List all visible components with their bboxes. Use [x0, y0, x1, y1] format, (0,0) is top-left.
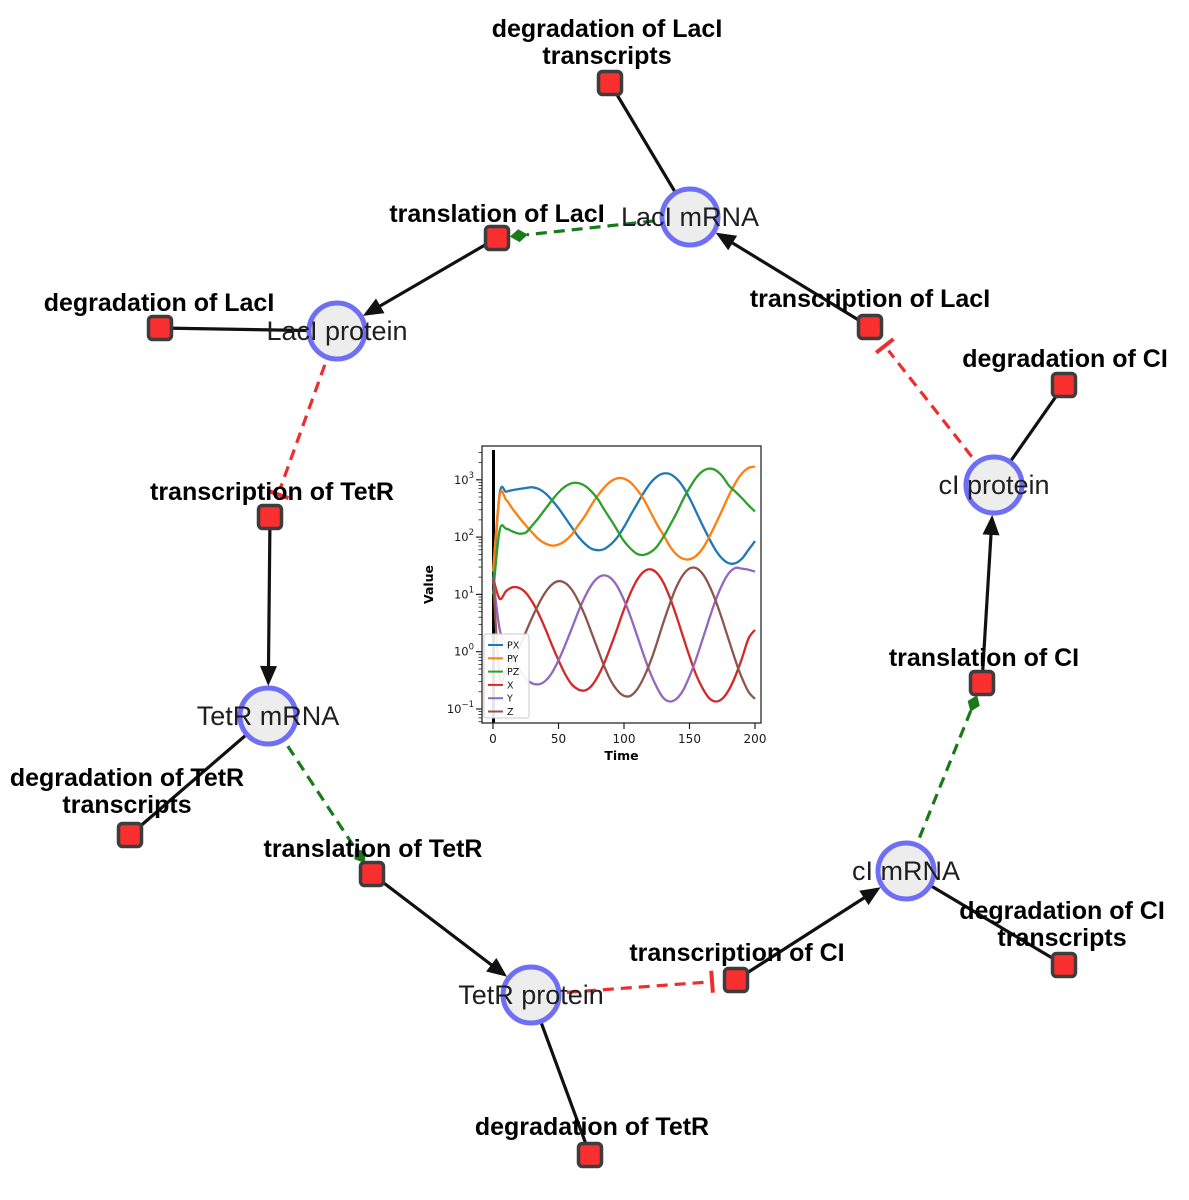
modifier-diamond-icon — [354, 848, 366, 864]
arrowhead-icon — [715, 232, 738, 251]
reaction-label-deg-laci-transcripts: degradation of LacI transcripts — [492, 15, 723, 70]
species-node-ci-mrna[interactable] — [875, 840, 937, 902]
species-node-ci-protein[interactable] — [963, 454, 1025, 516]
reaction-node-deg-laci-transcripts[interactable] — [596, 69, 624, 97]
reaction-node-transcription-laci[interactable] — [856, 313, 884, 341]
modifier-diamond-icon — [509, 229, 528, 243]
legend-label-PX: PX — [507, 641, 520, 652]
reaction-label-deg-ci: degradation of CI — [962, 345, 1168, 373]
species-label-laci-protein: LacI protein — [266, 316, 407, 346]
species-label-ci-mrna: cI mRNA — [852, 856, 960, 886]
species-label-ci-protein: cI protein — [938, 470, 1049, 500]
labels-layer: degradation of LacI transcripts translatio… — [10, 15, 1168, 1141]
x-tick-label: 150 — [678, 732, 701, 746]
arrowhead-icon — [260, 665, 277, 686]
x-tick-label: 200 — [744, 732, 767, 746]
edge-inhibition-tetr-protein-to-transcription-ci[interactable] — [530, 980, 707, 997]
arrowhead-icon — [362, 298, 385, 316]
x-tick-label: 50 — [551, 732, 566, 746]
reaction-node-translation-ci[interactable] — [968, 669, 996, 697]
edge-arrow-transcription-laci-to-laci-mrna[interactable] — [726, 238, 871, 329]
y-tick-label: 102 — [454, 528, 474, 544]
reaction-label-deg-tetr-transcripts: degradation of TetR transcripts — [10, 764, 244, 819]
series-line-Z — [491, 566, 756, 700]
legend-label-PY: PY — [507, 654, 519, 665]
edge-arrow-translation-laci-to-laci-protein[interactable] — [374, 236, 498, 311]
reaction-node-deg-ci-transcripts[interactable] — [1050, 951, 1078, 979]
reaction-label-transcription-ci: transcription of CI — [629, 939, 844, 967]
species-label-laci-mrna: LacI mRNA — [621, 202, 759, 232]
y-tick-label: 10−1 — [447, 700, 474, 716]
species-node-tetr-mrna[interactable] — [237, 685, 299, 747]
chart-series-layer — [491, 465, 756, 703]
x-tick-label: 100 — [613, 732, 636, 746]
legend-label-Y: Y — [506, 694, 513, 705]
x-axis-title: Time — [604, 748, 638, 763]
reaction-node-deg-laci[interactable] — [146, 314, 174, 342]
modifier-diamond-icon — [967, 695, 980, 712]
reaction-node-transcription-tetr[interactable] — [256, 503, 284, 531]
series-line-Y — [491, 566, 756, 703]
y-tick-label: 101 — [454, 585, 474, 601]
inset-chart: 10−1 100 101 102 103 0 50 100 150 200 Time Value PX P… — [421, 445, 767, 763]
edge-arrow-translation-tetr-to-tetr-protein[interactable] — [371, 872, 497, 970]
plot-frame — [481, 445, 762, 724]
series-line-PZ — [491, 467, 756, 595]
arrowhead-icon — [859, 887, 881, 906]
reaction-node-deg-tetr-transcripts[interactable] — [116, 821, 144, 849]
reaction-node-deg-tetr[interactable] — [576, 1141, 604, 1169]
reaction-label-deg-ci-transcripts: degradation of CI transcripts — [959, 897, 1165, 952]
series-line-PY — [491, 465, 756, 572]
reaction-label-deg-laci: degradation of LacI — [44, 289, 275, 317]
reaction-label-translation-laci: translation of LacI — [389, 200, 604, 228]
arrowhead-icon — [982, 514, 1000, 536]
y-tick-label: 100 — [454, 643, 474, 659]
reaction-node-transcription-ci[interactable] — [722, 966, 750, 994]
reaction-node-translation-laci[interactable] — [483, 224, 511, 252]
reaction-label-transcription-laci: transcription of LacI — [750, 285, 990, 313]
legend-label-PZ: PZ — [507, 667, 520, 678]
species-label-tetr-mrna: TetR mRNA — [197, 701, 340, 731]
inhibition-tee-icon — [874, 337, 895, 355]
edge-arrow-transcription-tetr-to-tetr-mrna[interactable] — [266, 516, 272, 673]
reaction-label-deg-tetr: degradation of TetR — [475, 1113, 709, 1141]
edge-arrow-translation-ci-to-ci-protein[interactable] — [980, 528, 993, 684]
reaction-node-deg-ci[interactable] — [1050, 371, 1078, 399]
species-node-laci-protein[interactable] — [306, 300, 368, 362]
y-axis-title: Value — [421, 565, 436, 604]
edge-arrow-transcription-ci-to-ci-mrna[interactable] — [735, 893, 870, 982]
series-line-X — [491, 568, 756, 703]
inhibition-tee-icon — [267, 488, 290, 501]
nodes-layer — [116, 69, 1078, 1169]
species-node-tetr-protein[interactable] — [500, 964, 562, 1026]
y-tick-label: 103 — [454, 471, 474, 487]
reaction-node-translation-tetr[interactable] — [358, 860, 386, 888]
x-tick-label: 0 — [489, 732, 497, 746]
reaction-label-transcription-tetr: transcription of TetR — [150, 478, 394, 506]
species-label-tetr-protein: TetR protein — [458, 980, 604, 1010]
legend-label-X: X — [507, 680, 514, 691]
arrowhead-icon — [486, 958, 508, 977]
edge-plain-ci-mrna-to-deg-ci-transcripts[interactable] — [905, 869, 1065, 967]
species-node-laci-mrna[interactable] — [659, 186, 721, 248]
reaction-label-translation-tetr: translation of TetR — [264, 835, 483, 863]
legend-label-Z: Z — [507, 707, 514, 718]
inhibition-tee-icon — [709, 970, 715, 993]
series-line-PX — [491, 472, 756, 585]
reaction-label-translation-ci: translation of CI — [889, 644, 1079, 672]
legend-box — [483, 633, 530, 719]
